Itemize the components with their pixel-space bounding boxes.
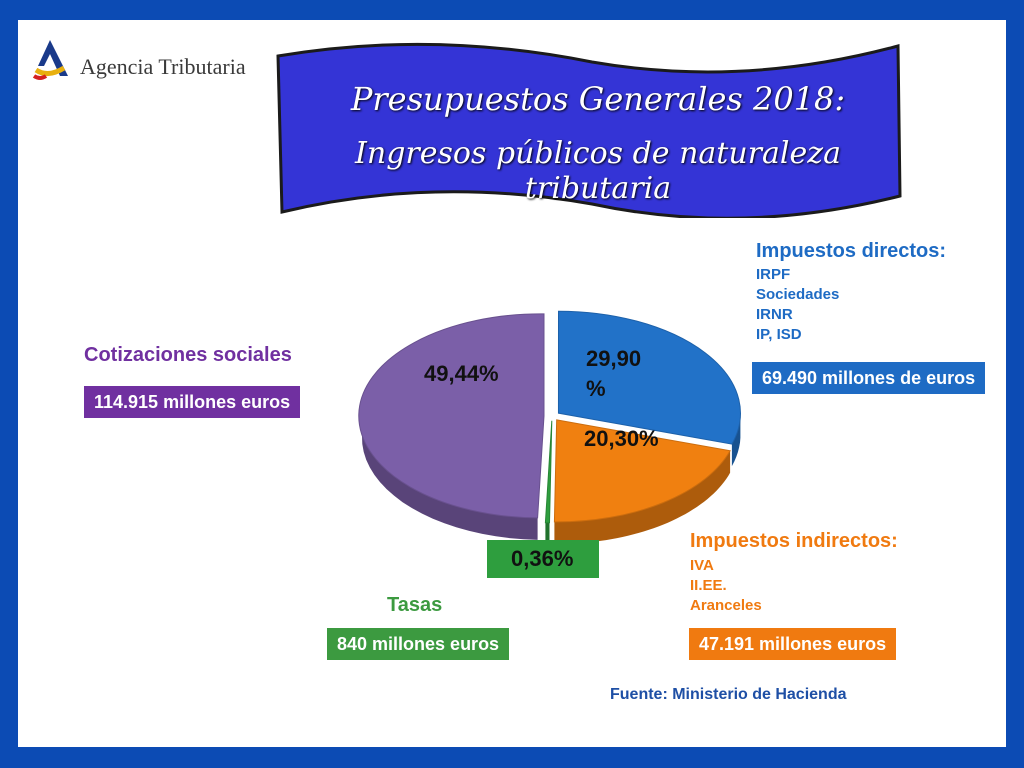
directos-items: IRPF Sociedades IRNR IP, ISD [756, 265, 839, 345]
indirectos-title: Impuestos indirectos: [690, 530, 898, 552]
tasas-pct-bg [487, 540, 599, 578]
cotizaciones-title: Cotizaciones sociales [84, 344, 292, 366]
indirectos-pct-label: 20,30% [584, 426, 659, 451]
page-title-line-2: Ingresos públicos de naturaleza tributar… [355, 136, 841, 206]
pie-slice-indirectos [553, 419, 731, 523]
tasas-title: Tasas [387, 594, 443, 616]
cotizaciones-pct-label: 49,44% [424, 361, 499, 386]
directos-title: Impuestos directos: [756, 240, 947, 262]
page-title-line-1: Presupuestos Generales 2018: [350, 80, 846, 118]
directos-item: IRNR [756, 306, 793, 323]
indirectos-amount: 47.191 millones euros [689, 628, 897, 660]
logo-text: Agencia Tributaria [80, 54, 246, 79]
cotizaciones-amount: 114.915 millones euros [84, 386, 301, 418]
pie-slice-tasas [544, 420, 553, 524]
pie-slice-side-directos [731, 415, 741, 467]
directos-pct-bg [578, 340, 680, 406]
cotizaciones-pct-bg [410, 360, 512, 392]
agencia-tributaria-logo [32, 40, 68, 80]
indirectos-item: IVA [690, 557, 714, 574]
directos-item: IP, ISD [756, 326, 802, 343]
pie-slice-side-tasas [545, 522, 550, 545]
tasas-pct-label: 0,36% [511, 546, 574, 571]
indirectos-item: II.EE. [690, 577, 727, 594]
directos-amount: 69.490 millones de euros [752, 362, 986, 394]
directos-item: IRPF [756, 266, 791, 283]
title-banner [276, 42, 902, 218]
directos-item: Sociedades [756, 286, 840, 303]
indirectos-items: IVA II.EE. Aranceles [690, 556, 762, 616]
tasas-amount: 840 millones euros [327, 628, 510, 660]
pie-slice-side-indirectos [554, 450, 731, 544]
directos-pct-label: 29,90 % [586, 346, 642, 401]
source-note: Fuente: Ministerio de Hacienda [610, 686, 847, 703]
indirectos-item: Aranceles [690, 597, 762, 614]
